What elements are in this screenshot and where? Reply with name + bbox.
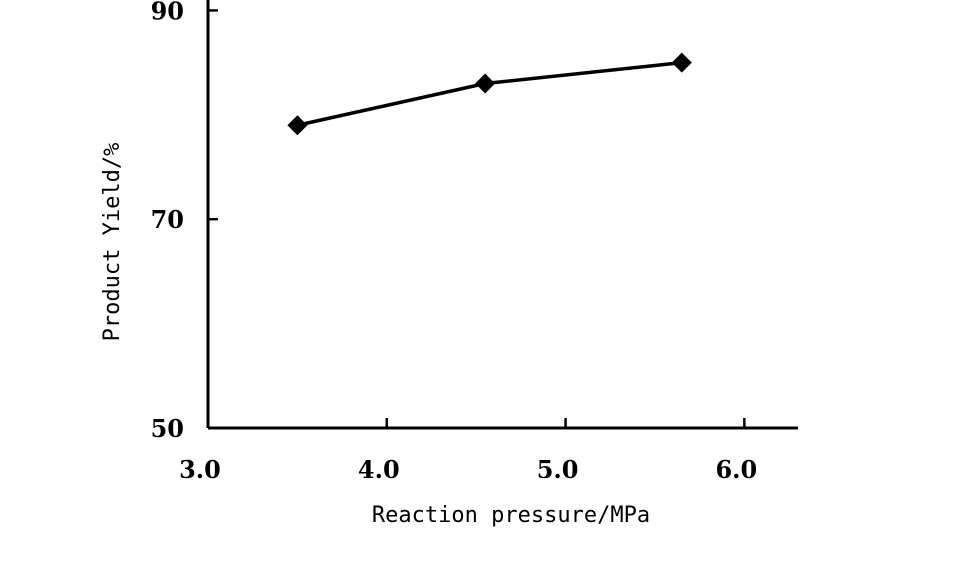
y-tick-label: 50: [151, 414, 184, 443]
x-tick-label: 5.0: [537, 455, 579, 484]
ticks: 50 70 90 3.0 4.0 5.0 6.0: [151, 0, 758, 484]
data-point-marker: [475, 73, 496, 94]
x-tick-label: 3.0: [179, 455, 221, 484]
series-line: [297, 60, 682, 127]
x-tick-label: 6.0: [715, 455, 757, 484]
data-point-marker: [287, 115, 308, 136]
data-point-marker: [671, 52, 692, 73]
x-axis-title: Reaction pressure/MPa: [372, 503, 650, 528]
y-tick-label: 90: [151, 0, 184, 25]
series-layer: [287, 52, 692, 136]
y-tick-label: 70: [151, 205, 184, 234]
axes: [206, 0, 798, 430]
y-axis-title: Product Yield/%: [100, 143, 125, 342]
x-tick-label: 4.0: [358, 455, 400, 484]
